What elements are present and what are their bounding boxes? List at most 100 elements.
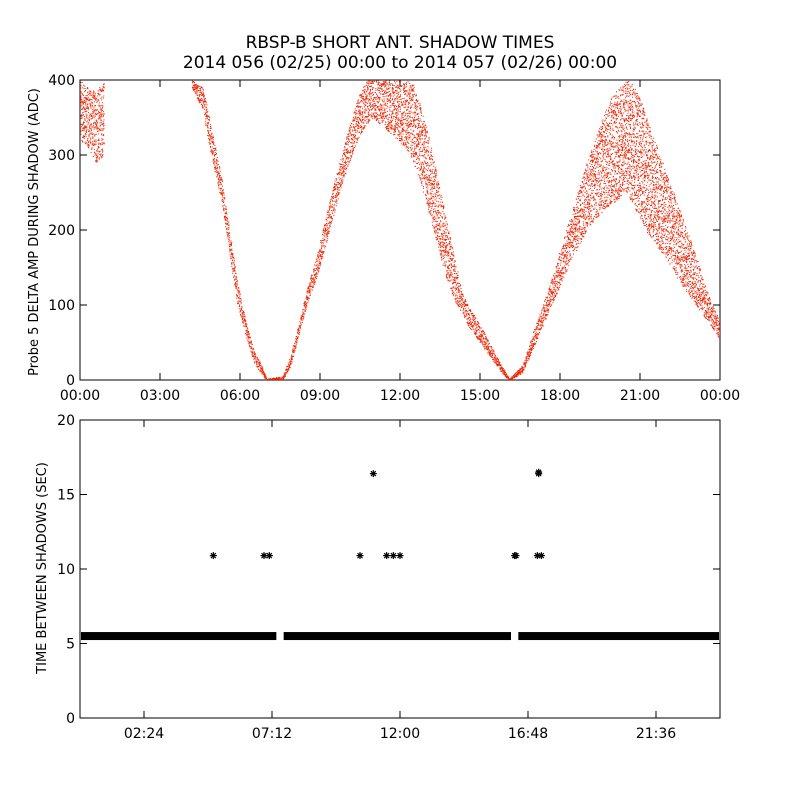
amp-point bbox=[406, 149, 408, 151]
amp-point bbox=[444, 228, 446, 230]
amp-point bbox=[410, 85, 412, 87]
amp-point bbox=[222, 199, 224, 200]
amp-point bbox=[86, 98, 88, 99]
amp-point bbox=[91, 124, 93, 126]
amp-point bbox=[377, 98, 379, 100]
amp-point bbox=[362, 128, 364, 129]
amp-point bbox=[381, 99, 383, 101]
amp-point bbox=[87, 142, 89, 143]
amp-point bbox=[478, 325, 480, 327]
amp-point bbox=[394, 92, 396, 94]
amp-point bbox=[394, 131, 396, 133]
amp-point bbox=[339, 165, 341, 167]
amp-point bbox=[390, 101, 391, 103]
amp-point bbox=[443, 244, 445, 246]
amp-point bbox=[421, 127, 423, 129]
amp-point bbox=[345, 173, 347, 175]
amp-point bbox=[409, 115, 411, 117]
amp-point bbox=[427, 203, 429, 205]
amp-point bbox=[88, 143, 90, 145]
amp-point bbox=[474, 323, 476, 325]
amp-point bbox=[411, 142, 413, 144]
amp-point bbox=[425, 136, 427, 138]
amp-point bbox=[437, 235, 439, 237]
amp-point bbox=[417, 144, 419, 146]
amp-point bbox=[262, 370, 264, 372]
amp-point bbox=[449, 246, 451, 248]
amp-point bbox=[420, 138, 422, 140]
amp-point bbox=[216, 163, 218, 165]
amp-point bbox=[397, 134, 399, 136]
amp-point bbox=[324, 245, 326, 247]
amp-point bbox=[439, 249, 441, 251]
amp-point bbox=[338, 173, 340, 175]
amp-point bbox=[343, 168, 345, 170]
amp-point bbox=[214, 150, 216, 151]
amp-point bbox=[370, 82, 372, 84]
amp-point bbox=[427, 185, 429, 187]
amp-point bbox=[210, 136, 212, 138]
amp-point bbox=[412, 88, 414, 90]
amp-point bbox=[401, 85, 403, 87]
amp-point bbox=[338, 194, 340, 195]
amp-point bbox=[266, 379, 267, 380]
amp-point bbox=[293, 345, 295, 347]
amp-point bbox=[359, 117, 361, 119]
amp-point bbox=[449, 274, 451, 275]
amp-point bbox=[429, 177, 431, 179]
amp-point bbox=[438, 194, 440, 196]
amp-point bbox=[330, 216, 332, 218]
amp-point bbox=[80, 100, 81, 102]
amp-point bbox=[350, 151, 351, 153]
amp-point bbox=[254, 356, 256, 358]
amp-point bbox=[423, 148, 425, 150]
amp-point bbox=[483, 338, 485, 340]
amp-point bbox=[375, 88, 377, 90]
amp-point bbox=[299, 329, 301, 331]
amp-point bbox=[212, 135, 214, 137]
amp-point bbox=[194, 87, 196, 89]
amp-point bbox=[259, 364, 260, 366]
amp-point bbox=[414, 146, 416, 148]
amp-point bbox=[385, 127, 387, 128]
amp-point bbox=[353, 150, 355, 152]
amp-point bbox=[295, 341, 297, 343]
amp-point bbox=[99, 129, 101, 131]
amp-point bbox=[398, 120, 400, 122]
amp-point bbox=[388, 131, 390, 133]
amp-point bbox=[298, 327, 300, 329]
amp-point bbox=[439, 246, 441, 248]
amp-point bbox=[450, 275, 451, 277]
amp-point bbox=[296, 342, 298, 344]
amp-point bbox=[362, 112, 363, 114]
amp-point bbox=[390, 132, 392, 134]
amp-point bbox=[413, 124, 415, 126]
amp-point bbox=[92, 142, 94, 144]
amp-point bbox=[427, 154, 429, 156]
amp-point bbox=[101, 142, 103, 144]
amp-point bbox=[412, 156, 414, 158]
amp-point bbox=[393, 104, 395, 106]
amp-point bbox=[420, 109, 422, 111]
amp-point bbox=[369, 92, 371, 94]
amp-point bbox=[343, 152, 345, 154]
amp-point bbox=[464, 316, 466, 318]
amp-point bbox=[86, 107, 88, 109]
amp-point bbox=[378, 83, 380, 85]
amp-point bbox=[89, 114, 91, 116]
amp-point bbox=[431, 187, 433, 189]
amp-point bbox=[314, 282, 316, 284]
amp-point bbox=[418, 134, 420, 136]
amp-point bbox=[433, 217, 435, 219]
amp-point bbox=[288, 366, 290, 368]
amp-point bbox=[238, 298, 240, 300]
amp-point bbox=[422, 177, 424, 179]
amp-point bbox=[93, 95, 95, 97]
amp-point bbox=[442, 255, 444, 257]
amp-point bbox=[279, 376, 281, 378]
amp-point bbox=[292, 355, 293, 357]
amp-point bbox=[306, 303, 308, 305]
amp-point bbox=[205, 101, 207, 103]
amp-point bbox=[482, 330, 484, 331]
amp-point bbox=[83, 116, 85, 117]
